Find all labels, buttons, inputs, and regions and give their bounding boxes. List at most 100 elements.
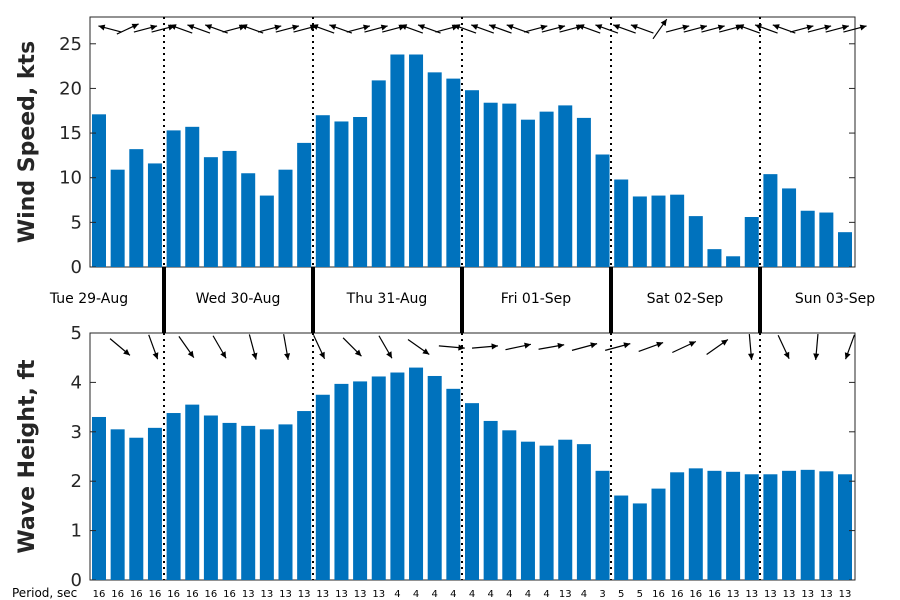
direction-arrowhead: [595, 24, 603, 30]
day-label: Fri 01-Sep: [501, 291, 571, 307]
bar: [297, 142, 312, 267]
period-value: 5: [618, 589, 624, 600]
day-label: Thu 31-Aug: [346, 291, 428, 307]
period-value: 13: [727, 589, 740, 600]
bar: [614, 495, 629, 580]
bar: [744, 217, 759, 267]
y-tick-label: 5: [71, 323, 82, 344]
direction-arrowhead: [558, 24, 566, 31]
direction-arrowhead: [98, 24, 106, 31]
period-value: 4: [413, 589, 419, 600]
period-value: 16: [130, 589, 143, 600]
direction-arrowhead: [590, 342, 598, 349]
direction-arrowhead: [772, 24, 780, 30]
bar: [147, 163, 162, 267]
bar: [222, 150, 237, 267]
period-value: 4: [506, 589, 512, 600]
direction-arrowhead: [292, 24, 299, 31]
bar: [763, 174, 778, 267]
direction-arrowhead: [152, 352, 159, 360]
bar: [465, 90, 479, 267]
bar: [539, 445, 554, 580]
bar: [92, 114, 106, 267]
bar: [297, 411, 312, 580]
direction-arrowhead: [806, 24, 814, 31]
y-tick-label: 15: [59, 123, 82, 144]
day-label: Tue 29-Aug: [49, 291, 128, 307]
direction-arrowhead: [240, 24, 248, 30]
direction-arrowhead: [682, 24, 690, 31]
bar: [614, 179, 629, 267]
period-value: 4: [525, 589, 531, 600]
period-value: 3: [599, 589, 605, 600]
direction-arrowhead: [540, 24, 548, 31]
bar: [315, 115, 330, 267]
period-value: 16: [111, 589, 124, 600]
y-tick-label: 25: [59, 34, 82, 55]
bar: [782, 470, 797, 580]
bar: [632, 196, 647, 267]
bar: [576, 117, 591, 268]
direction-arrowhead: [386, 351, 392, 359]
bar: [147, 427, 162, 580]
direction-arrowhead: [700, 24, 707, 31]
direction-arrowhead: [471, 24, 479, 30]
direction-arrowhead: [251, 352, 258, 360]
period-value: 4: [450, 589, 456, 600]
y-tick-label: 2: [71, 471, 82, 492]
bar: [334, 121, 349, 267]
period-value: 4: [432, 589, 438, 600]
bar: [688, 216, 703, 267]
period-value: 13: [335, 589, 348, 600]
period-value: 16: [708, 589, 721, 600]
direction-arrowhead: [844, 352, 851, 360]
period-value: 13: [783, 589, 796, 600]
bar: [651, 488, 666, 580]
period-value: 16: [223, 589, 236, 600]
direction-arrowhead: [187, 24, 195, 30]
bar: [185, 404, 200, 580]
period-value: 13: [839, 589, 852, 600]
period-value: 13: [820, 589, 833, 600]
y-tick-label: 3: [71, 422, 82, 443]
bar: [334, 383, 349, 580]
direction-arrowhead: [284, 353, 291, 360]
direction-arrowhead: [123, 348, 130, 356]
bar: [110, 429, 125, 580]
period-value: 13: [316, 589, 329, 600]
bar: [446, 388, 461, 580]
bar: [670, 472, 685, 580]
period-value: 4: [469, 589, 475, 600]
bar: [353, 381, 368, 580]
direction-arrowhead: [859, 24, 867, 31]
period-axis-label: Period, sec: [12, 586, 77, 600]
bar: [539, 111, 554, 268]
bar: [726, 256, 741, 267]
bar: [595, 470, 610, 580]
bar: [110, 169, 125, 267]
y-axis-label: Wind Speed, kts: [15, 41, 40, 243]
bar: [726, 471, 741, 580]
y-tick-label: 0: [71, 570, 82, 591]
direction-arrowhead: [319, 351, 325, 359]
bar: [409, 54, 424, 267]
bar: [390, 372, 405, 580]
direction-arrowhead: [748, 353, 755, 360]
direction-arrowhead: [311, 24, 319, 30]
y-tick-label: 0: [71, 257, 82, 278]
direction-arrowhead: [131, 23, 139, 30]
bar: [838, 232, 852, 267]
bar: [427, 375, 442, 580]
direction-arrowhead: [150, 24, 158, 31]
period-value: 16: [93, 589, 106, 600]
period-value: 4: [487, 589, 493, 600]
bar: [819, 471, 834, 580]
period-value: 4: [394, 589, 400, 600]
bar: [576, 444, 591, 580]
bar: [222, 422, 237, 580]
bar: [651, 195, 666, 267]
direction-arrowhead: [613, 24, 621, 30]
direction-arrowhead: [506, 24, 514, 30]
direction-arrowhead: [717, 24, 725, 31]
